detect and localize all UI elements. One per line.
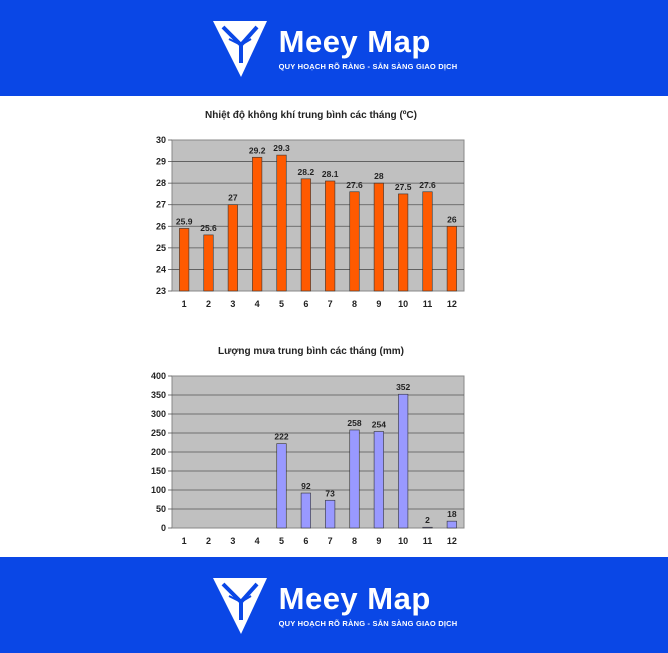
temp-y-tick-label: 30 xyxy=(156,135,166,145)
temp-y-tick-label: 25 xyxy=(156,243,166,253)
rain-x-tick-label: 5 xyxy=(279,536,284,546)
temp-y-tick-label: 28 xyxy=(156,178,166,188)
temp-data-label: 25.6 xyxy=(200,223,217,233)
brand-lockup-bottom[interactable]: Meey Map QUY HOẠCH RÕ RÀNG - SẴN SÀNG GI… xyxy=(211,574,458,636)
temp-bar xyxy=(227,204,238,292)
rain-data-label: 352 xyxy=(396,382,410,392)
brand-tagline: QUY HOẠCH RÕ RÀNG - SẴN SÀNG GIAO DỊCH xyxy=(278,619,458,628)
rain-x-tick-label: 1 xyxy=(182,536,187,546)
temp-y-tick-label: 26 xyxy=(156,221,166,231)
temp-bar xyxy=(398,193,409,292)
brand-lockup[interactable]: Meey Map QUY HOẠCH RÕ RÀNG - SẴN SÀNG GI… xyxy=(211,17,458,79)
temp-bar xyxy=(422,191,433,292)
temp-data-label: 27.6 xyxy=(346,180,363,190)
temp-data-label: 25.9 xyxy=(176,216,193,226)
rain-x-tick-label: 4 xyxy=(255,536,260,546)
rain-x-tick-label: 8 xyxy=(352,536,357,546)
temp-plot-area xyxy=(171,139,465,292)
rain-y-tick-label: 200 xyxy=(151,447,166,457)
brand-name: Meey Map xyxy=(278,24,431,59)
temp-x-tick-label: 4 xyxy=(255,299,260,309)
temp-x-tick-label: 8 xyxy=(352,299,357,309)
rain-data-label: 73 xyxy=(325,488,335,498)
rainfall-chart-title: Lượng mưa trung bình các tháng (mm) xyxy=(218,346,404,357)
meey-map-logo-icon xyxy=(212,21,267,77)
temp-data-label: 27.5 xyxy=(395,182,412,192)
rain-bar xyxy=(373,431,384,529)
temp-bar xyxy=(276,154,287,292)
rain-data-label: 258 xyxy=(347,418,361,428)
brand-tagline: QUY HOẠCH RÕ RÀNG - SẴN SÀNG GIAO DỊCH xyxy=(278,62,458,71)
temp-bar xyxy=(373,182,384,292)
temp-x-tick-label: 10 xyxy=(398,299,408,309)
rain-y-tick-label: 0 xyxy=(161,523,166,533)
rain-data-label: 18 xyxy=(447,509,457,519)
rain-data-label: 2 xyxy=(425,515,430,525)
rain-bar xyxy=(325,499,336,529)
temp-x-tick-label: 7 xyxy=(328,299,333,309)
rain-y-tick-label: 400 xyxy=(151,371,166,381)
rain-y-tick-label: 350 xyxy=(151,390,166,400)
temp-data-label: 29.2 xyxy=(249,145,266,155)
rainfall-chart: Lượng mưa trung bình các tháng (mm) 0 50 1… xyxy=(151,346,465,546)
temp-bar xyxy=(349,191,360,292)
bottom-banner: Meey Map QUY HOẠCH RÕ RÀNG - SẴN SÀNG GI… xyxy=(0,557,668,653)
rain-y-tick-label: 250 xyxy=(151,428,166,438)
temp-data-label: 26 xyxy=(447,214,457,224)
rain-x-tick-label: 11 xyxy=(423,536,433,546)
temp-x-tick-label: 12 xyxy=(447,299,457,309)
meey-map-logo-icon xyxy=(212,578,267,634)
temp-data-label: 28.1 xyxy=(322,169,339,179)
temp-bar xyxy=(446,225,457,292)
temp-y-tick-label: 24 xyxy=(156,264,166,274)
rain-y-tick-label: 100 xyxy=(151,485,166,495)
rain-x-tick-label: 7 xyxy=(328,536,333,546)
rain-x-tick-label: 9 xyxy=(376,536,381,546)
temp-bar xyxy=(325,180,336,292)
charts-area: Nhiệt độ không khí trung bình các tháng … xyxy=(151,110,465,546)
rain-data-label: 222 xyxy=(274,432,288,442)
temperature-chart-title: Nhiệt độ không khí trung bình các tháng … xyxy=(205,110,417,121)
rain-bar xyxy=(349,429,360,529)
temp-x-tick-label: 5 xyxy=(279,299,284,309)
temp-y-tick-label: 27 xyxy=(156,200,166,210)
temp-bar xyxy=(179,228,190,292)
temp-data-label: 29.3 xyxy=(273,143,290,153)
temp-bar xyxy=(300,178,311,292)
temp-y-tick-label: 29 xyxy=(156,157,166,167)
rain-bar xyxy=(398,393,409,529)
temp-x-tick-label: 6 xyxy=(303,299,308,309)
rain-x-tick-label: 6 xyxy=(303,536,308,546)
temp-x-tick-label: 3 xyxy=(230,299,235,309)
rain-bar xyxy=(422,526,433,529)
rain-x-tick-label: 10 xyxy=(398,536,408,546)
temp-x-tick-label: 1 xyxy=(182,299,187,309)
brand-name: Meey Map xyxy=(278,581,431,616)
rain-bar xyxy=(300,492,311,529)
temp-x-tick-label: 11 xyxy=(423,299,433,309)
rain-x-tick-label: 2 xyxy=(206,536,211,546)
rain-data-label: 254 xyxy=(372,419,386,429)
rain-y-tick-label: 300 xyxy=(151,409,166,419)
temperature-chart: Nhiệt độ không khí trung bình các tháng … xyxy=(156,110,465,309)
temp-bar xyxy=(203,234,214,292)
rain-data-label: 92 xyxy=(301,481,311,491)
temp-x-tick-label: 9 xyxy=(376,299,381,309)
top-banner: Meey Map QUY HOẠCH RÕ RÀNG - SẴN SÀNG GI… xyxy=(0,0,668,96)
rain-x-tick-label: 3 xyxy=(230,536,235,546)
temp-data-label: 28.2 xyxy=(298,167,315,177)
temp-x-tick-label: 2 xyxy=(206,299,211,309)
temp-data-label: 28 xyxy=(374,171,384,181)
rain-x-tick-label: 12 xyxy=(447,536,457,546)
rain-y-tick-label: 50 xyxy=(156,504,166,514)
temp-y-tick-label: 23 xyxy=(156,286,166,296)
temp-data-label: 27.6 xyxy=(419,180,436,190)
rain-y-tick-label: 150 xyxy=(151,466,166,476)
rain-bar xyxy=(446,520,457,529)
temp-data-label: 27 xyxy=(228,193,238,203)
rain-bar xyxy=(276,443,287,529)
temp-bar xyxy=(252,156,263,292)
